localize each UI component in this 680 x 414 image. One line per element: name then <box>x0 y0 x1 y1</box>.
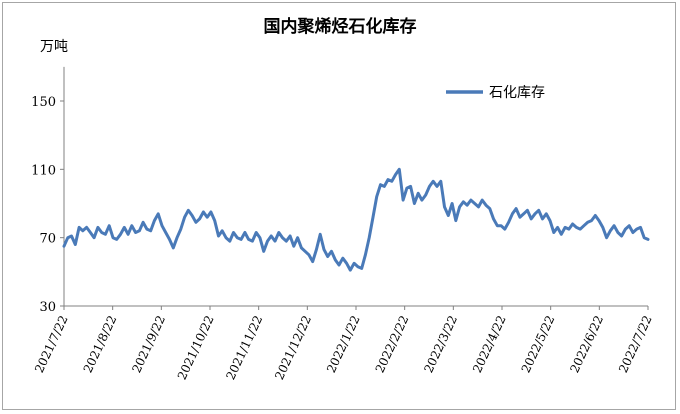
x-tick-label: 2022/3/22 <box>421 313 460 375</box>
legend-label: 石化库存 <box>489 85 545 101</box>
axes <box>60 66 649 310</box>
x-tick-label: 2022/7/22 <box>616 313 655 375</box>
x-tick-labels: 2021/7/22 2021/8/22 2021/9/22 2021/10/22 202… <box>32 313 655 382</box>
x-tick-label: 2021/11/22 <box>223 313 265 382</box>
x-tick-label: 2021/7/22 <box>32 313 71 375</box>
x-tick-label: 2022/6/22 <box>567 313 606 375</box>
y-axis-unit-label: 万吨 <box>40 39 68 55</box>
x-tick-label: 2021/8/22 <box>81 313 120 375</box>
chart-frame <box>2 2 676 410</box>
x-tick-label: 2022/5/22 <box>519 313 558 375</box>
legend: 石化库存 <box>446 85 545 101</box>
y-tick-label: 110 <box>31 163 56 178</box>
y-tick-labels: 30 70 110 150 <box>31 95 56 315</box>
chart-title: 国内聚烯烃石化库存 <box>263 17 417 37</box>
y-tick-label: 30 <box>39 300 56 315</box>
x-tick-label: 2021/10/22 <box>175 313 217 382</box>
y-tick-label: 150 <box>31 95 56 110</box>
series-group <box>62 167 650 272</box>
x-tick-label: 2021/9/22 <box>129 313 168 375</box>
x-tick-label: 2021/12/22 <box>272 313 314 382</box>
y-tick-label: 70 <box>39 232 56 247</box>
x-tick-label: 2022/2/22 <box>373 313 412 375</box>
x-tick-label: 2022/1/22 <box>324 313 363 375</box>
series-line-shihua-kucun <box>62 167 650 272</box>
x-tick-label: 2022/4/22 <box>470 313 509 375</box>
